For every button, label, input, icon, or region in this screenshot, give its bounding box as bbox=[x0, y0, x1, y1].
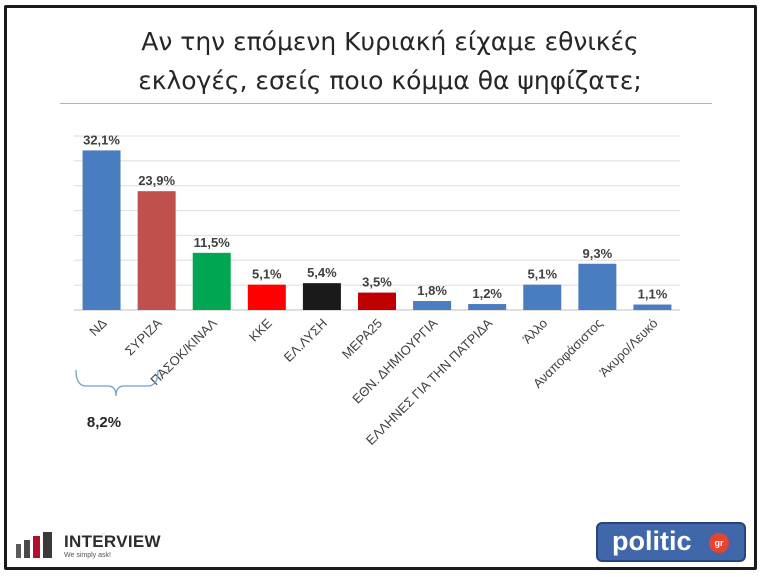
bar-2 bbox=[137, 191, 176, 310]
chart-title-line-1: Αν την επόμενη Κυριακή είχαμε εθνικές bbox=[141, 27, 639, 56]
bracket-sum-label: 8,2% bbox=[87, 414, 121, 431]
category-label-2: ΣΥΡΙΖΑ bbox=[122, 315, 165, 358]
chart-frame bbox=[4, 5, 757, 570]
value-label-11: 1,1% bbox=[638, 287, 668, 302]
value-label-6: 3,5% bbox=[362, 275, 392, 290]
value-label-4: 5,1% bbox=[252, 267, 282, 282]
interview-logo-icon bbox=[16, 532, 52, 558]
title-divider bbox=[60, 103, 712, 104]
bars bbox=[82, 150, 672, 310]
bar-3 bbox=[192, 252, 231, 310]
bar-8 bbox=[468, 304, 507, 310]
category-label-5: ΕΛ.ΛΥΣΗ bbox=[281, 316, 330, 365]
value-label-9: 5,1% bbox=[527, 267, 557, 282]
politic-logo-badge: gr bbox=[709, 533, 729, 553]
interview-logo-slogan: We simply ask! bbox=[64, 552, 111, 559]
bar-11 bbox=[633, 304, 672, 310]
bar-6 bbox=[358, 292, 396, 310]
interview-logo-text: INTERVIEW bbox=[64, 532, 161, 551]
category-label-6: ΜΕΡΑ25 bbox=[339, 316, 385, 362]
bracket-annotation: 8,2% bbox=[75, 369, 159, 431]
category-label-11: Άκυρο/Λευκό bbox=[596, 316, 660, 380]
value-label-2: 23,9% bbox=[138, 173, 175, 188]
bar-10 bbox=[578, 263, 617, 310]
chart-title: Αν την επόμενη Κυριακή είχαμε εθνικές εκ… bbox=[60, 22, 720, 100]
bar-1 bbox=[82, 150, 121, 310]
chart-title-line-2: εκλογές, εσείς ποιο κόμμα θα ψηφίζατε; bbox=[138, 66, 642, 95]
value-label-7: 1,8% bbox=[417, 283, 447, 298]
value-label-3: 11,5% bbox=[194, 235, 231, 250]
category-label-4: ΚΚΕ bbox=[246, 315, 275, 344]
category-label-1: ΝΔ bbox=[86, 315, 110, 339]
value-label-10: 9,3% bbox=[583, 246, 613, 261]
value-label-5: 5,4% bbox=[307, 265, 337, 280]
bar-7 bbox=[413, 301, 452, 310]
politic-logo-text: politic bbox=[612, 526, 692, 556]
bracket-shape bbox=[75, 369, 159, 397]
bar-5 bbox=[302, 283, 341, 310]
value-labels: 32,1% 23,9% 11,5% 5,1% 5,4% 3,5% 1,8% 1,2% 5,1% 9… bbox=[83, 132, 668, 301]
value-label-1: 32,1% bbox=[83, 132, 120, 147]
interview-logo: INTERVIEW We simply ask! bbox=[14, 526, 194, 566]
value-label-8: 1,2% bbox=[472, 286, 502, 301]
bar-4 bbox=[247, 284, 286, 310]
politic-logo: politic gr bbox=[596, 522, 746, 562]
category-label-9: Άλλο bbox=[519, 316, 550, 347]
bar-9 bbox=[523, 284, 562, 310]
